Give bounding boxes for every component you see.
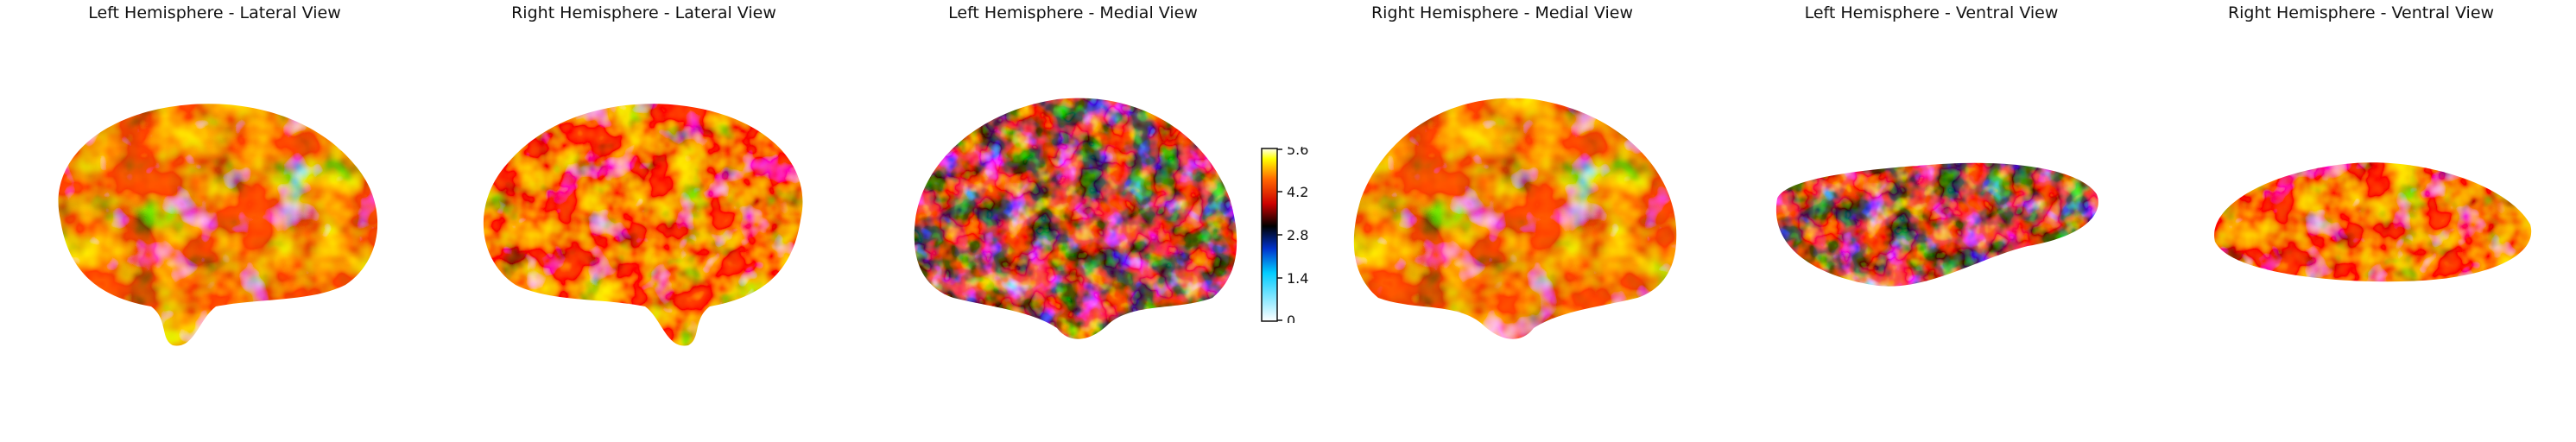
left-medial-brain-image (914, 98, 1237, 339)
panel-title: Left Hemisphere - Lateral View (88, 3, 341, 22)
colorbar-ticks: 0 1.4 2.8 4.2 5.6 (1277, 147, 1308, 323)
colorbar-tick-label: 0 (1287, 313, 1295, 323)
panel-right-lateral: Right Hemisphere - Lateral View (429, 0, 858, 442)
panel-left-medial: Left Hemisphere - Medial View (858, 0, 1288, 442)
colorbar-tick-label: 2.8 (1287, 227, 1308, 243)
panel-right-medial: Right Hemisphere - Medial View (1288, 0, 1717, 442)
panel-title: Right Hemisphere - Medial View (1370, 3, 1634, 22)
panel-left-lateral: Left Hemisphere - Lateral View (0, 0, 429, 442)
left-lateral-brain-image (58, 104, 378, 346)
right-ventral-brain-image (2214, 162, 2532, 282)
colorbar: 0 1.4 2.8 4.2 5.6 (1261, 147, 1308, 323)
panel-title: Right Hemisphere - Lateral View (511, 3, 776, 22)
panel-title: Left Hemisphere - Ventral View (1804, 3, 2059, 22)
panel-title: Right Hemisphere - Ventral View (2227, 3, 2495, 22)
left-ventral-brain-image (1775, 162, 2098, 287)
colorbar-tick-label: 5.6 (1287, 147, 1308, 158)
right-lateral-brain-image (483, 104, 803, 346)
right-medial-brain-image (1353, 98, 1677, 339)
colorbar-tick-label: 4.2 (1287, 184, 1308, 200)
panel-title: Left Hemisphere - Medial View (948, 3, 1198, 22)
colorbar-gradient (1261, 148, 1278, 322)
panel-right-ventral: Right Hemisphere - Ventral View (2146, 0, 2576, 442)
colorbar-tick-label: 1.4 (1287, 270, 1308, 287)
panel-left-ventral: Left Hemisphere - Ventral View (1717, 0, 2146, 442)
